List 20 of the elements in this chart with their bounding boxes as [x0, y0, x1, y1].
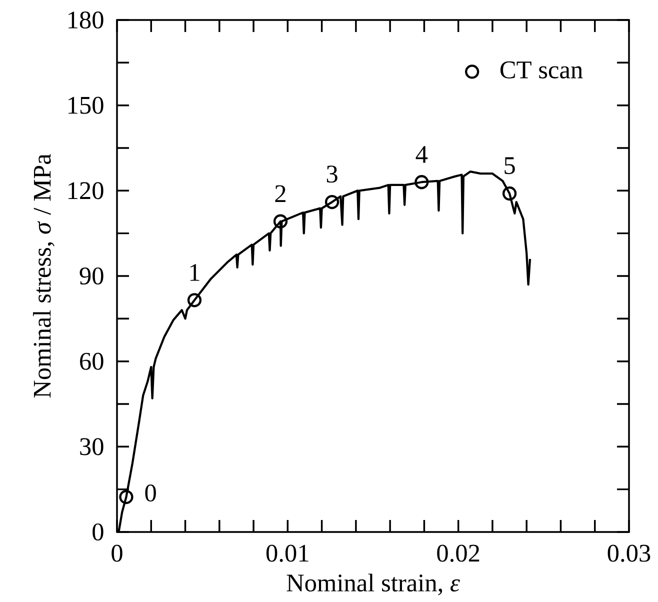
x-tick-label: 0.01 — [266, 544, 308, 562]
annotation: 1 — [190, 264, 200, 281]
y-tick-label: 180 — [68, 11, 104, 29]
legend-label: CT scan — [500, 61, 583, 78]
x-tick-label: 0 — [112, 544, 122, 562]
x-tick-label: 0.03 — [608, 544, 650, 562]
y-tick-label: 120 — [68, 182, 104, 200]
y-tick-label: 60 — [80, 352, 104, 370]
x-axis-title: Nominal strain, ε — [286, 574, 460, 596]
y-tick-label: 90 — [80, 267, 104, 285]
y-tick-label: 150 — [68, 96, 104, 114]
annotation: 0 — [145, 484, 156, 502]
y-tick-label: 0 — [92, 523, 104, 541]
x-tick-label: 0.02 — [437, 544, 480, 562]
y-axis-title: Nominal stress, σ / MPa — [33, 154, 54, 398]
annotation: 2 — [275, 185, 286, 202]
annotation: 4 — [416, 146, 428, 163]
annotation: 5 — [504, 157, 515, 174]
annotation: 3 — [326, 166, 338, 183]
y-tick-label: 30 — [80, 438, 104, 456]
